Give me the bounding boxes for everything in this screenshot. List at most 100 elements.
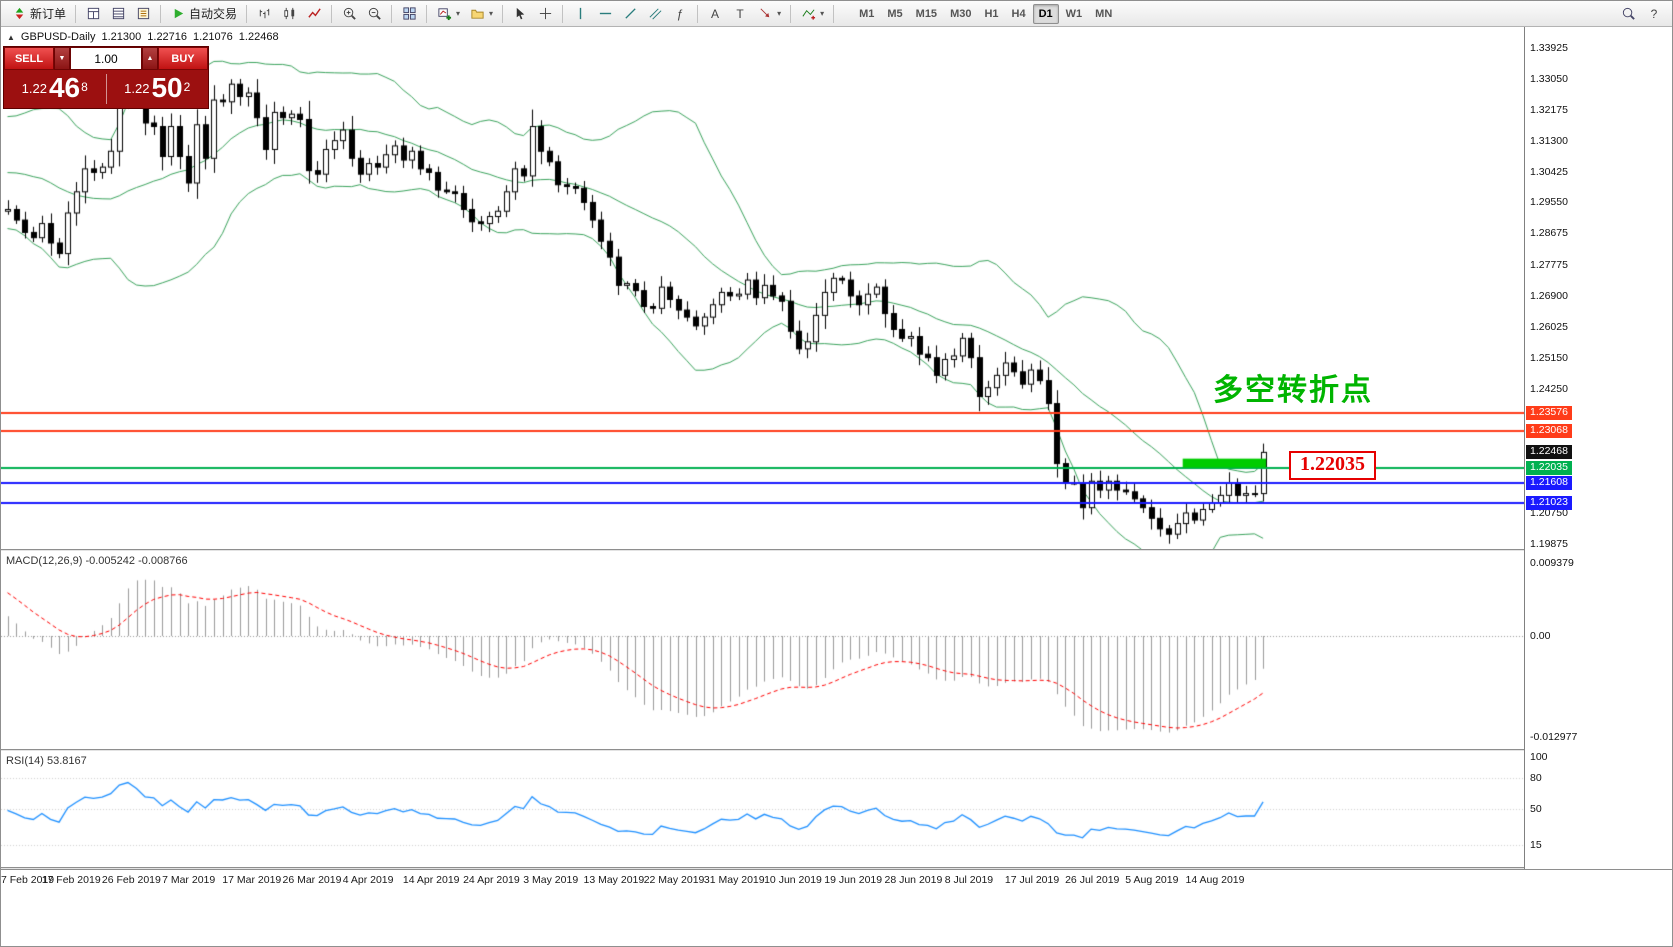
sell-button[interactable]: SELL <box>4 47 54 70</box>
timeframe-m5-button[interactable]: M5 <box>881 4 908 24</box>
timeframe-m15-button[interactable]: M15 <box>910 4 943 24</box>
label-button[interactable]: T <box>728 3 752 25</box>
date-label: 17 Mar 2019 <box>222 874 282 886</box>
level-price-tag: 1.22035 <box>1526 460 1572 475</box>
timeframe-w1-button[interactable]: W1 <box>1060 4 1089 24</box>
price-tick-label: 1.31300 <box>1530 134 1568 147</box>
help-button[interactable]: ? <box>1642 3 1666 25</box>
sell-price[interactable]: 1.22 46 8 <box>4 71 106 104</box>
timeframe-h1-button[interactable]: H1 <box>978 4 1004 24</box>
date-label: 14 Aug 2019 <box>1185 874 1245 886</box>
volume-input[interactable] <box>70 47 142 70</box>
date-label: 4 Apr 2019 <box>342 874 394 886</box>
price-tick-label: 1.29550 <box>1530 196 1568 209</box>
time-scale[interactable]: 7 Feb 2019 17 Feb 2019 26 Feb 2019 7 Mar 20… <box>1 869 1672 894</box>
help-icon: ? <box>1650 6 1658 21</box>
profiles-button[interactable]: ▾ <box>465 3 497 25</box>
vertical-line-icon <box>572 6 588 22</box>
price-tick-label: 1.33050 <box>1530 72 1568 85</box>
rsi-scale-label: 50 <box>1530 803 1542 815</box>
fibonacci-button[interactable]: ƒ <box>668 3 692 25</box>
vertical-line-button[interactable] <box>568 3 592 25</box>
search-button[interactable] <box>1616 3 1640 25</box>
market-watch-icon <box>85 6 101 22</box>
price-scale[interactable]: 1.33925 1.33050 1.32175 1.31300 1.30425 1.295… <box>1524 27 1672 869</box>
bar-chart-button[interactable] <box>252 3 276 25</box>
toolbar-separator <box>502 4 504 23</box>
auto-trading-icon <box>170 6 186 22</box>
new-chart-button[interactable]: ▾ <box>432 3 464 25</box>
toolbar-separator <box>391 4 393 23</box>
indicators-button[interactable]: ▾ <box>796 3 828 25</box>
zoom-out-button[interactable] <box>362 3 386 25</box>
search-icon <box>1620 6 1636 22</box>
volume-decrease-button[interactable]: ▼ <box>54 47 70 70</box>
buy-price[interactable]: 1.22 50 2 <box>107 73 209 104</box>
panel-divider[interactable] <box>1 749 1672 751</box>
toolbar-separator <box>331 4 333 23</box>
macd-canvas[interactable] <box>1 551 1524 749</box>
horizontal-line-button[interactable] <box>593 3 617 25</box>
close-value: 1.22468 <box>238 31 279 43</box>
horizontal-line-icon <box>597 6 613 22</box>
new-order-button-label: 新订单 <box>30 7 67 21</box>
macd-scale-label: 0.00 <box>1530 629 1551 642</box>
candlestick-chart-button[interactable] <box>277 3 301 25</box>
rsi-indicator-label: RSI(14) 53.8167 <box>6 755 87 767</box>
date-label: 22 May 2019 <box>643 874 705 886</box>
collapse-icon[interactable]: ▲ <box>7 32 15 42</box>
navigator-button[interactable] <box>131 3 155 25</box>
date-label: 24 Apr 2019 <box>463 874 520 886</box>
timeframe-toolbar: M1 M5 M15 M30 H1 H4 D1 W1 MN <box>853 3 1118 24</box>
low-value: 1.21076 <box>193 31 233 43</box>
panel-divider[interactable] <box>1 549 1672 551</box>
price-tick-label: 1.26025 <box>1530 320 1568 333</box>
price-tick-label: 1.32175 <box>1530 103 1568 116</box>
price-chart-canvas[interactable] <box>1 27 1524 549</box>
chart-area: ▲ GBPUSD-Daily 1.21300 1.22716 1.21076 1… <box>1 27 1672 946</box>
crosshair-button[interactable] <box>533 3 557 25</box>
timeframe-m1-button[interactable]: M1 <box>853 4 880 24</box>
buy-button[interactable]: BUY <box>158 47 208 70</box>
macd-scale-label: -0.012977 <box>1530 731 1578 743</box>
price-tick-label: 1.28675 <box>1530 227 1568 240</box>
timeframe-d1-button[interactable]: D1 <box>1032 3 1059 24</box>
text-button[interactable]: A <box>703 3 727 25</box>
cursor-icon <box>512 6 528 22</box>
auto-trading-button[interactable]: 自动交易 <box>166 3 241 25</box>
equidistant-channel-button[interactable] <box>643 3 667 25</box>
tile-windows-button[interactable] <box>397 3 421 25</box>
price-tick-label: 1.26900 <box>1530 289 1568 302</box>
timeframe-m30-button[interactable]: M30 <box>944 4 977 24</box>
date-label: 19 Jun 2019 <box>824 874 883 886</box>
sell-price-prefix: 1.22 <box>21 80 47 96</box>
tile-windows-icon <box>401 6 417 22</box>
volume-increase-button[interactable]: ▲ <box>142 47 158 70</box>
zoom-in-button[interactable] <box>337 3 361 25</box>
new-order-button[interactable]: 新订单 <box>7 3 70 25</box>
fibonacci-icon: ƒ <box>676 6 684 21</box>
dropdown-arrow-icon: ▾ <box>777 9 782 18</box>
sell-price-big: 46 <box>48 71 81 103</box>
current-price-tag: 1.22468 <box>1526 445 1572 460</box>
line-chart-button[interactable] <box>302 3 326 25</box>
bar-chart-icon <box>256 6 272 22</box>
price-divider <box>105 74 107 104</box>
toolbar-separator <box>75 4 77 23</box>
arrows-button[interactable]: ▾ <box>753 3 785 25</box>
open-value: 1.21300 <box>101 31 142 43</box>
cursor-button[interactable] <box>508 3 532 25</box>
panel-divider[interactable] <box>1 867 1672 869</box>
data-window-button[interactable] <box>106 3 130 25</box>
market-watch-button[interactable] <box>81 3 105 25</box>
new-order-icon <box>11 6 27 22</box>
timeframe-mn-button[interactable]: MN <box>1089 4 1118 24</box>
zoom-out-icon <box>366 6 382 22</box>
date-label: 7 Mar 2019 <box>162 874 216 886</box>
dropdown-arrow-icon: ▾ <box>820 9 825 18</box>
date-label: 26 Jul 2019 <box>1065 874 1120 886</box>
trendline-button[interactable] <box>618 3 642 25</box>
timeframe-h4-button[interactable]: H4 <box>1006 4 1032 24</box>
rsi-canvas[interactable] <box>1 751 1524 867</box>
